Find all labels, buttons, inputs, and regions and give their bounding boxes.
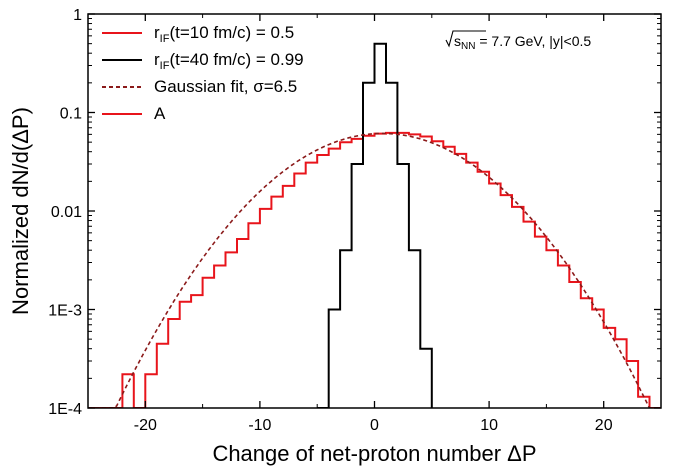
axes: -20 -10 0 10 20 1 0.1 0.01 1E-3 1E-4 xyxy=(48,7,662,434)
legend-label-2: Gaussian fit, σ=6.5 xyxy=(154,77,297,96)
y-axis-title: Normalized dN/d(ΔP) xyxy=(8,107,33,315)
x-tick-label-4: 20 xyxy=(595,417,613,434)
series-0-line xyxy=(88,131,661,408)
y-tick-label-3: 1E-3 xyxy=(48,303,82,320)
annotation-text: sNN = 7.7 GeV, |y|<0.5 xyxy=(454,33,591,52)
series-2-gaussian-fit xyxy=(88,132,661,408)
sqrt-symbol xyxy=(445,30,486,48)
energy-annotation: sNN = 7.7 GeV, |y|<0.5 xyxy=(445,30,591,52)
x-tick-label-0: -20 xyxy=(134,417,157,434)
y-tick-label-4: 1E-4 xyxy=(48,401,82,418)
legend-label-0: rIF(t=10 fm/c) = 0.5 xyxy=(154,23,294,45)
series-1-line xyxy=(317,42,433,408)
x-tick-label-2: 0 xyxy=(370,417,379,434)
series-layer xyxy=(88,42,661,408)
y-tick-label-0: 1 xyxy=(73,7,82,24)
x-axis-title: Change of net-proton number ΔP xyxy=(212,441,536,466)
y-tick-label-1: 0.1 xyxy=(60,106,82,123)
legend: rIF(t=10 fm/c) = 0.5 rIF(t=40 fm/c) = 0.9… xyxy=(102,23,304,123)
x-tick-label-3: 10 xyxy=(480,417,498,434)
x-tick-label-1: -10 xyxy=(248,417,271,434)
legend-label-3: A xyxy=(154,104,166,123)
y-tick-label-2: 0.01 xyxy=(51,204,82,221)
legend-label-1: rIF(t=40 fm/c) = 0.99 xyxy=(154,50,304,72)
